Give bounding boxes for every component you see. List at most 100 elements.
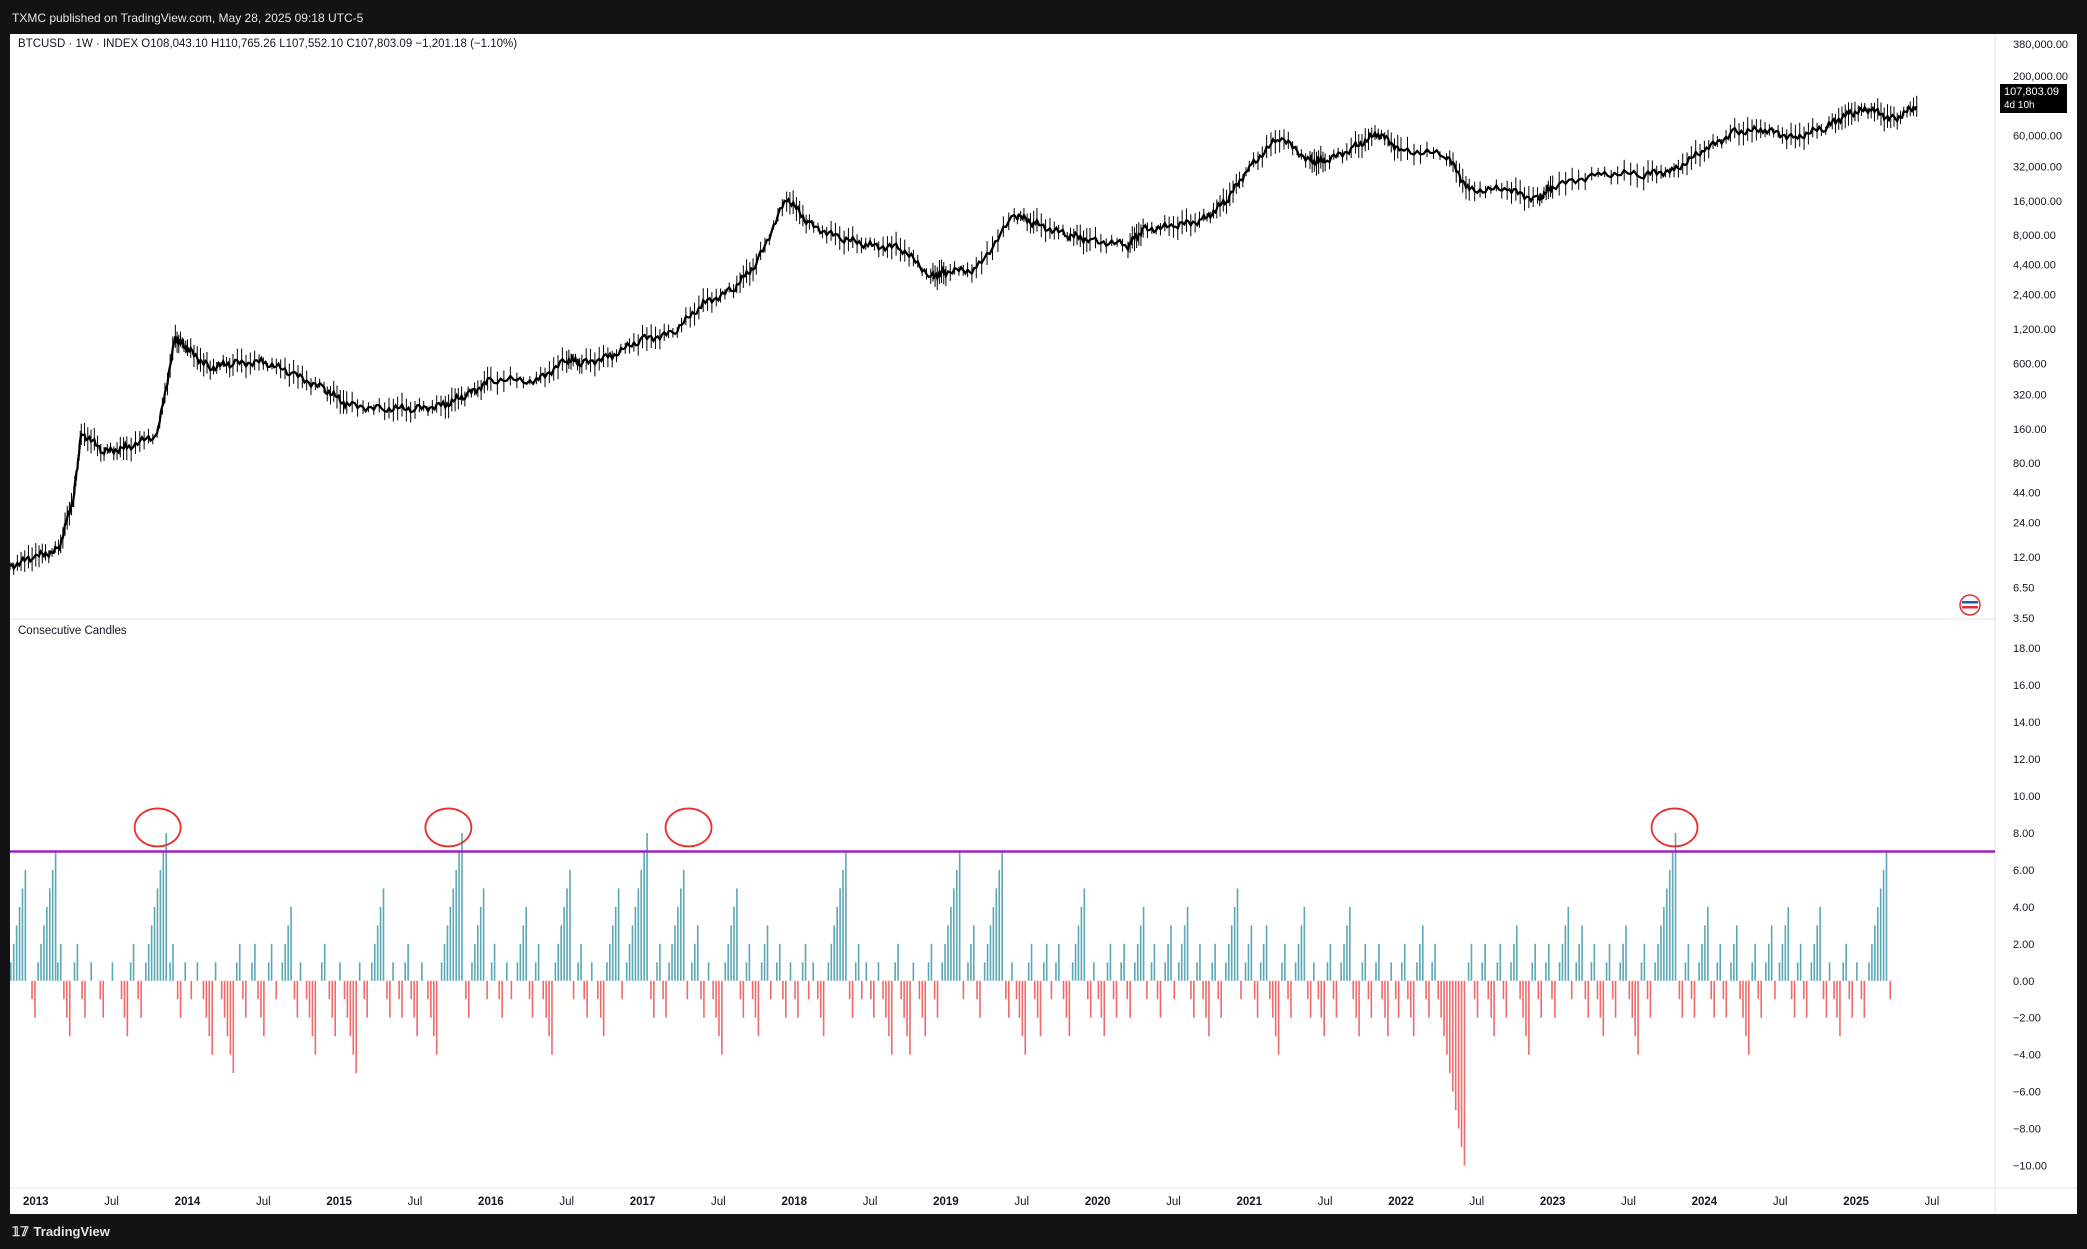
up-streak-bar bbox=[930, 943, 933, 981]
up-streak-bar bbox=[281, 962, 284, 981]
up-streak-bar bbox=[1136, 943, 1139, 981]
indicator-axis-tick: 8.00 bbox=[2013, 828, 2034, 840]
down-streak-bar bbox=[1825, 980, 1828, 1018]
up-streak-bar bbox=[611, 925, 614, 981]
down-streak-bar bbox=[1437, 980, 1440, 1000]
up-streak-bar bbox=[1868, 962, 1870, 981]
down-streak-bar bbox=[120, 980, 123, 1000]
down-streak-bar bbox=[1097, 980, 1100, 1000]
up-streak-bar bbox=[1735, 925, 1738, 981]
up-streak-bar bbox=[557, 943, 560, 981]
up-streak-bar bbox=[1701, 943, 1703, 981]
up-streak-bar bbox=[1590, 962, 1593, 981]
up-streak-bar bbox=[1093, 962, 1095, 981]
down-streak-bar bbox=[1889, 980, 1892, 1000]
down-streak-bar bbox=[99, 980, 102, 1000]
up-streak-bar bbox=[407, 943, 409, 981]
down-streak-bar bbox=[551, 980, 553, 1055]
currency-flag-icon-stripe bbox=[1962, 606, 1978, 609]
up-streak-bar bbox=[1882, 869, 1885, 981]
up-streak-bar bbox=[145, 962, 147, 981]
price-axis-tick: 60,000.00 bbox=[2013, 130, 2062, 142]
down-streak-bar bbox=[1793, 980, 1796, 1018]
up-streak-bar bbox=[1233, 906, 1236, 981]
time-axis-label: Jul bbox=[1621, 1196, 1636, 1208]
published-bar: TXMC published on TradingView.com, May 2… bbox=[0, 0, 2087, 34]
up-streak-bar bbox=[998, 869, 1001, 981]
up-streak-bar bbox=[479, 906, 482, 981]
down-streak-bar bbox=[794, 980, 796, 1000]
down-streak-bar bbox=[1409, 980, 1412, 1018]
up-streak-bar bbox=[1400, 962, 1403, 981]
indicator-axis-tick: 12.00 bbox=[2013, 754, 2041, 766]
down-streak-bar bbox=[1637, 980, 1639, 1055]
down-streak-bar bbox=[328, 980, 331, 1000]
up-streak-bar bbox=[1281, 962, 1283, 981]
up-streak-bar bbox=[1230, 925, 1233, 981]
down-streak-bar bbox=[1713, 980, 1715, 1018]
up-streak-bar bbox=[947, 925, 949, 981]
up-streak-bar bbox=[1150, 962, 1153, 981]
up-streak-bar bbox=[776, 962, 778, 981]
up-streak-bar bbox=[1265, 925, 1268, 981]
down-streak-bar bbox=[1407, 980, 1409, 1000]
down-streak-bar bbox=[1631, 980, 1634, 1018]
down-streak-bar bbox=[1323, 980, 1325, 1037]
up-streak-bar bbox=[606, 962, 608, 981]
down-streak-bar bbox=[976, 980, 978, 1000]
down-streak-bar bbox=[1015, 980, 1018, 1000]
tradingview-logo[interactable]: ⁠𝟙𝟟 TradingView bbox=[12, 1224, 110, 1240]
up-streak-bar bbox=[760, 962, 763, 981]
up-streak-bar bbox=[1778, 962, 1781, 981]
down-streak-bar bbox=[1457, 980, 1460, 1129]
up-streak-bar bbox=[1349, 906, 1351, 981]
up-streak-bar bbox=[1227, 943, 1230, 981]
down-streak-bar bbox=[1540, 980, 1543, 1018]
down-streak-bar bbox=[1748, 980, 1750, 1055]
down-streak-bar bbox=[1860, 980, 1863, 1000]
up-streak-bar bbox=[522, 925, 525, 981]
up-streak-bar bbox=[1001, 851, 1003, 981]
down-streak-bar bbox=[223, 980, 226, 1018]
down-streak-bar bbox=[885, 980, 887, 1018]
up-streak-bar bbox=[1484, 943, 1486, 981]
up-streak-bar bbox=[625, 962, 628, 981]
up-streak-bar bbox=[525, 906, 527, 981]
indicator-title[interactable]: Consecutive Candles bbox=[18, 625, 127, 637]
down-streak-bar bbox=[1290, 980, 1292, 1018]
down-streak-bar bbox=[848, 980, 851, 1000]
down-streak-bar bbox=[933, 980, 936, 1000]
up-streak-bar bbox=[1326, 962, 1329, 981]
up-streak-bar bbox=[1416, 962, 1418, 981]
up-streak-bar bbox=[1510, 962, 1512, 981]
up-streak-bar bbox=[1640, 962, 1643, 981]
up-streak-bar bbox=[569, 869, 571, 981]
up-streak-bar bbox=[1074, 943, 1077, 981]
up-streak-bar bbox=[12, 943, 15, 981]
down-streak-bar bbox=[1757, 980, 1760, 1000]
footer-bar: ⁠𝟙𝟟 TradingView bbox=[0, 1214, 2087, 1249]
down-streak-bar bbox=[398, 980, 400, 1000]
up-streak-bar bbox=[1619, 962, 1622, 981]
up-streak-bar bbox=[1329, 943, 1332, 981]
up-streak-bar bbox=[150, 925, 153, 981]
down-streak-bar bbox=[63, 980, 65, 1000]
up-streak-bar bbox=[1467, 962, 1470, 981]
up-streak-bar bbox=[476, 925, 479, 981]
down-streak-bar bbox=[548, 980, 550, 1037]
down-streak-bar bbox=[712, 980, 714, 1000]
down-streak-bar bbox=[890, 980, 893, 1055]
up-streak-bar bbox=[129, 962, 132, 981]
down-streak-bar bbox=[1271, 980, 1274, 1018]
up-streak-bar bbox=[656, 962, 658, 981]
down-streak-bar bbox=[81, 980, 83, 1000]
down-streak-bar bbox=[1587, 980, 1590, 1018]
up-streak-bar bbox=[1077, 925, 1080, 981]
up-streak-bar bbox=[169, 962, 171, 981]
up-streak-bar bbox=[1259, 962, 1262, 981]
up-streak-bar bbox=[493, 943, 496, 981]
up-streak-bar bbox=[446, 925, 449, 981]
chart-canvas[interactable]: 3.50 6.50 12.00 24.00 44.00 80.00 160.00 320.00… bbox=[10, 34, 2077, 1214]
up-streak-bar bbox=[1247, 943, 1250, 981]
up-streak-bar bbox=[440, 962, 443, 981]
